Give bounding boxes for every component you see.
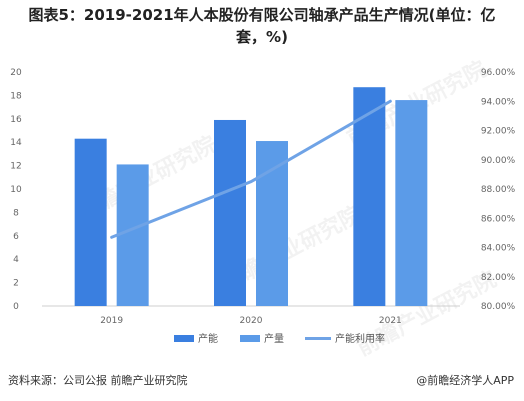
y-left-tick-label: 20: [10, 68, 22, 78]
legend-label-1: 产能: [198, 332, 218, 345]
y-right-tick-label: 90.00%: [481, 156, 516, 166]
source-note: 资料来源：公司公报 前瞻产业研究院: [8, 374, 188, 387]
y-right-tick-label: 84.00%: [481, 244, 516, 254]
x-tick-label: 2019: [100, 316, 123, 326]
legend-swatch-1: [174, 335, 194, 342]
chart-title-line1: 图表5：2019-2021年人本股份有限公司轴承产品生产情况(单位：亿: [28, 6, 496, 24]
y-left-tick-label: 8: [13, 208, 19, 218]
chart-title-line2: 套，%): [236, 28, 288, 46]
y-right-tick-label: 82.00%: [481, 273, 516, 283]
legend-swatch-2: [240, 335, 260, 342]
x-tick-label: 2020: [240, 316, 263, 326]
y-left-tick-label: 18: [10, 91, 22, 101]
bar-capacity-2019: [74, 138, 107, 306]
y-left-tick-label: 6: [13, 232, 19, 242]
line-utilization: [110, 99, 392, 239]
legend-label-3: 产能利用率: [335, 332, 385, 345]
y-left-tick-label: 14: [10, 138, 22, 148]
y-right-tick-label: 88.00%: [481, 185, 516, 195]
bar-capacity-2020: [214, 119, 246, 306]
y-left-tick-label: 16: [10, 115, 22, 125]
chart-title: 图表5：2019-2021年人本股份有限公司轴承产品生产情况(单位：亿 套，%): [0, 4, 524, 48]
bar-output-2020: [256, 141, 288, 306]
legend-label-2: 产量: [264, 332, 284, 345]
y-left-tick-label: 0: [13, 302, 19, 312]
y-right-tick-label: 96.00%: [481, 68, 516, 78]
y-left-tick-label: 2: [13, 279, 19, 289]
bar-output-2019: [116, 164, 149, 306]
brand-label: @前瞻经济学人APP: [416, 374, 514, 387]
y-right-tick-label: 94.00%: [481, 97, 516, 107]
bar-capacity-2021: [353, 87, 386, 307]
y-left-tick-label: 12: [10, 162, 21, 172]
y-left-tick-label: 4: [13, 255, 19, 265]
x-tick-label: 2021: [379, 316, 402, 326]
bar-output-2021: [395, 100, 428, 306]
y-right-tick-label: 80.00%: [481, 302, 516, 312]
y-left-tick-label: 10: [10, 185, 22, 195]
y-right-tick-label: 86.00%: [481, 214, 516, 224]
y-right-tick-label: 92.00%: [481, 127, 516, 137]
